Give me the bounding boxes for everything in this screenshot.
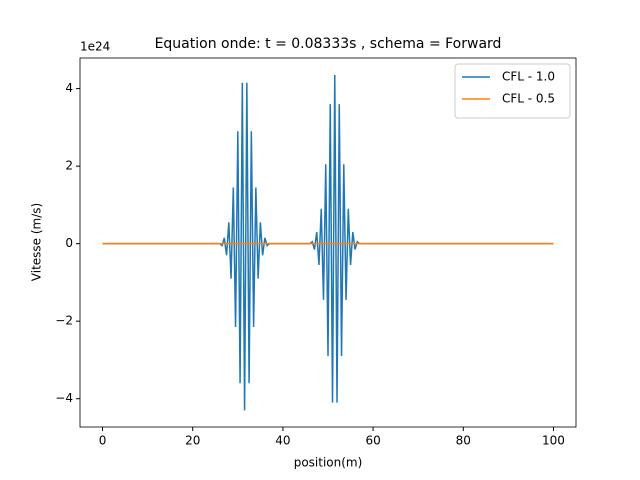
y-tick-label: −4 (55, 391, 73, 405)
x-tick-label: 0 (99, 434, 107, 448)
y-tick-label: 0 (65, 236, 73, 250)
x-tick-label: 100 (542, 434, 565, 448)
plot-frame (79, 57, 577, 428)
x-tick-label: 20 (185, 434, 200, 448)
chart-title: Equation onde: t = 0.08333s , schema = F… (155, 36, 502, 52)
x-axis-label: position(m) (294, 456, 363, 470)
legend-label: CFL - 1.0 (502, 70, 555, 84)
y-tick-label: 4 (65, 81, 73, 95)
legend-label: CFL - 0.5 (502, 92, 555, 106)
y-offset-label: 1e24 (80, 40, 110, 54)
x-tick-label: 80 (456, 434, 471, 448)
y-axis-label: Vitesse (m/s) (30, 203, 44, 281)
x-tick-label: 40 (275, 434, 290, 448)
y-tick-label: −2 (55, 314, 73, 328)
x-tick-label: 60 (365, 434, 380, 448)
y-tick-label: 2 (65, 159, 73, 173)
